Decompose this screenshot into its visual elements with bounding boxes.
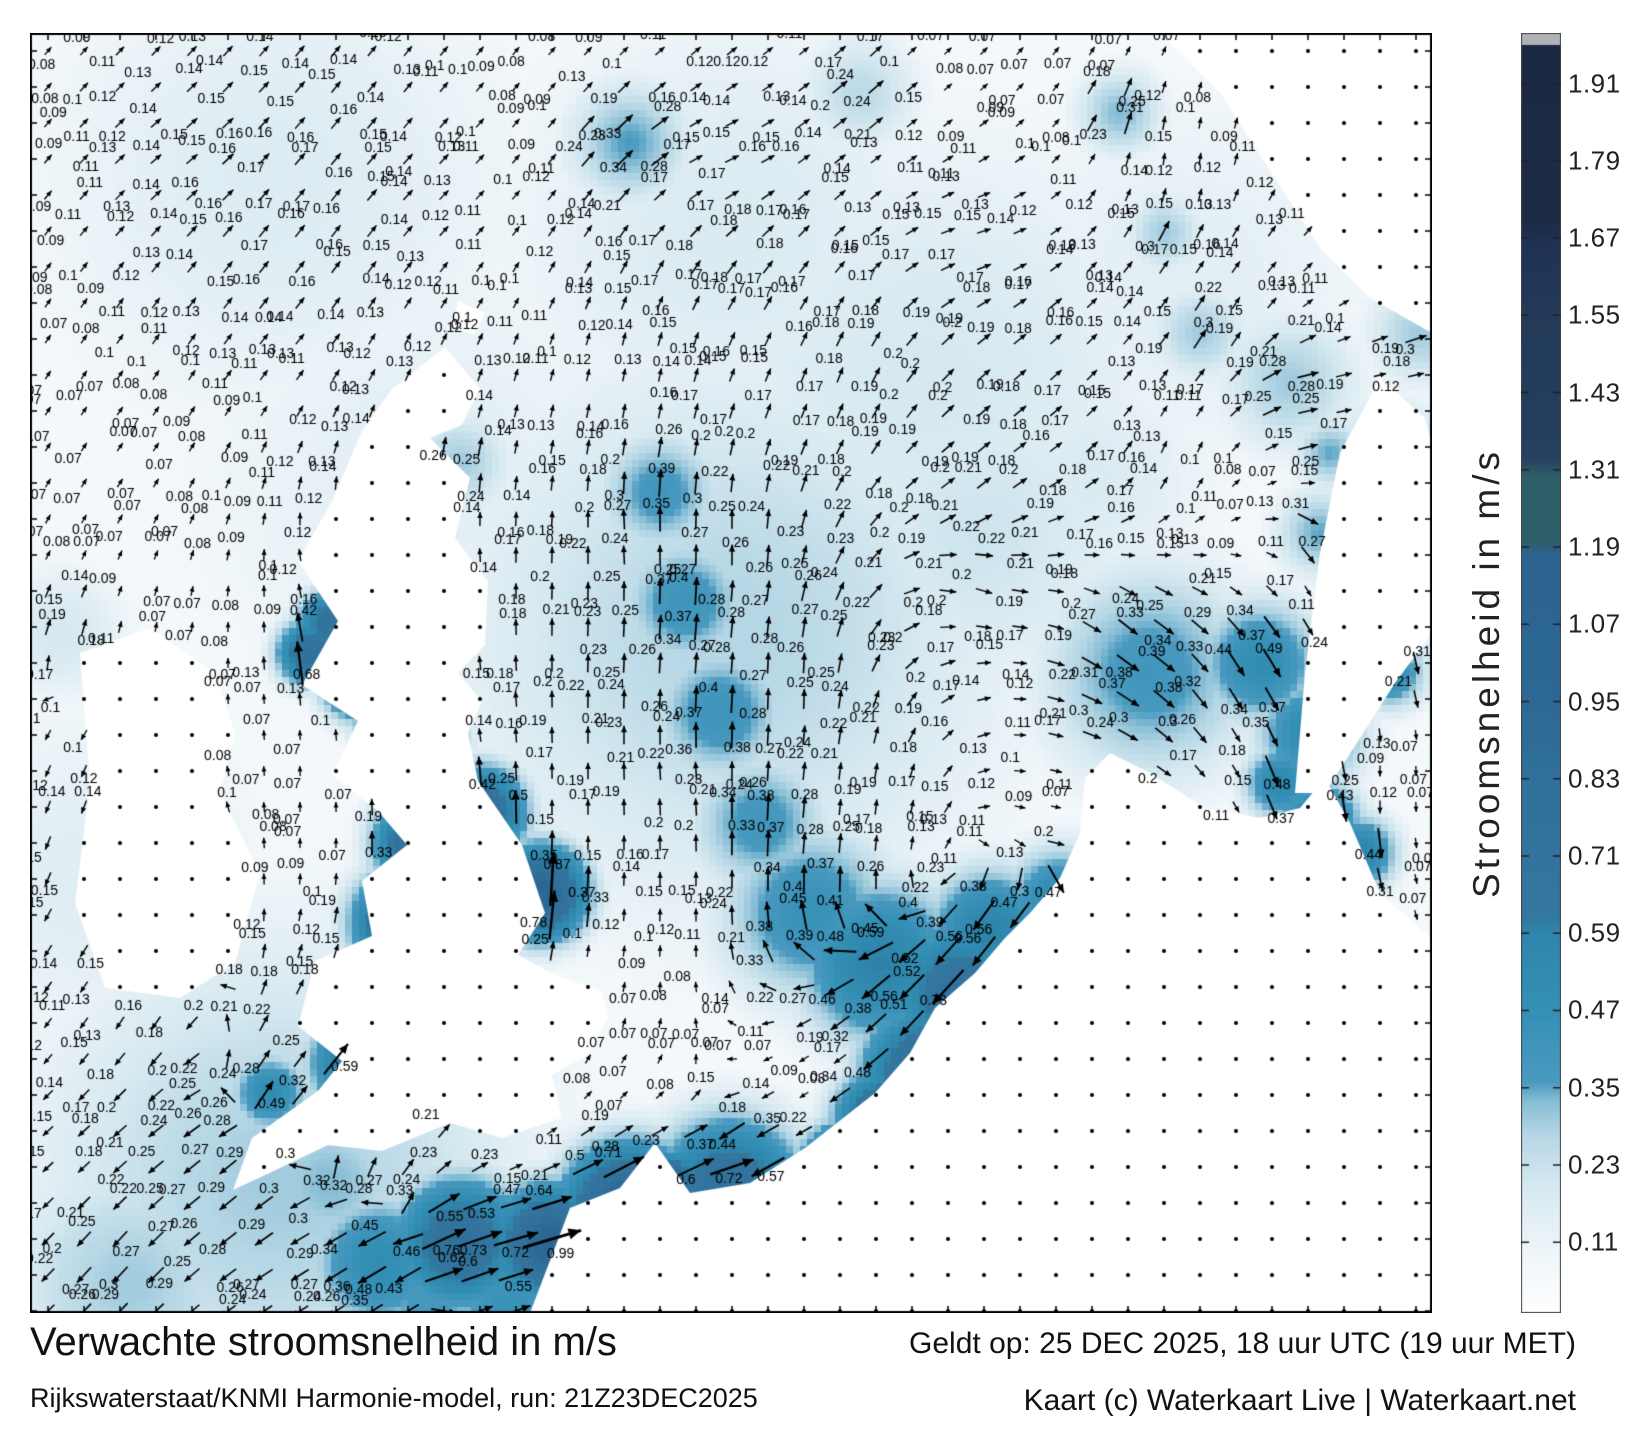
valid-time: Geldt op: 25 DEC 2025, 18 uur UTC (19 uu… — [909, 1327, 1576, 1360]
colorbar-tick-label: 1.55 — [1568, 299, 1621, 330]
colorbar-tick-labels: 1.91 1.79 1.67 1.55 1.43 1.31 1.19 1.07 0.95 0.83… — [1568, 33, 1650, 1313]
model-run-info: Rijkswaterstaat/KNMI Harmonie-model, run… — [30, 1383, 758, 1413]
colorbar-tick-label: 1.43 — [1568, 377, 1621, 408]
flow-map-canvas — [30, 33, 1432, 1313]
colorbar-tick-label: 1.79 — [1568, 145, 1621, 176]
colorbar-tick-label: 0.95 — [1568, 686, 1621, 717]
map-title: Verwachte stroomsnelheid in m/s — [30, 1320, 617, 1364]
colorbar-tick-label: 0.83 — [1568, 763, 1621, 794]
colorbar-axis-label: Stroomsnelheid in m/s — [1466, 447, 1507, 899]
colorbar-tick-label: 0.11 — [1568, 1226, 1619, 1257]
colorbar-tick-label: 0.35 — [1568, 1072, 1621, 1103]
colorbar-tick-label: 1.91 — [1568, 68, 1621, 99]
colorbar-tick-label: 0.47 — [1568, 994, 1621, 1025]
colorbar-tick-label: 1.31 — [1568, 454, 1621, 485]
colorbar-tick-label: 1.07 — [1568, 608, 1621, 639]
colorbar-gradient — [1521, 33, 1561, 1313]
colorbar-tick-label: 1.67 — [1568, 222, 1621, 253]
colorbar-tick-label: 1.19 — [1568, 531, 1621, 562]
colorbar-tick-label: 0.71 — [1568, 840, 1621, 871]
copyright-credit: Kaart (c) Waterkaart Live | Waterkaart.n… — [1023, 1384, 1576, 1417]
colorbar-tick-label: 0.23 — [1568, 1149, 1621, 1180]
colorbar-tick-label: 0.59 — [1568, 917, 1621, 948]
